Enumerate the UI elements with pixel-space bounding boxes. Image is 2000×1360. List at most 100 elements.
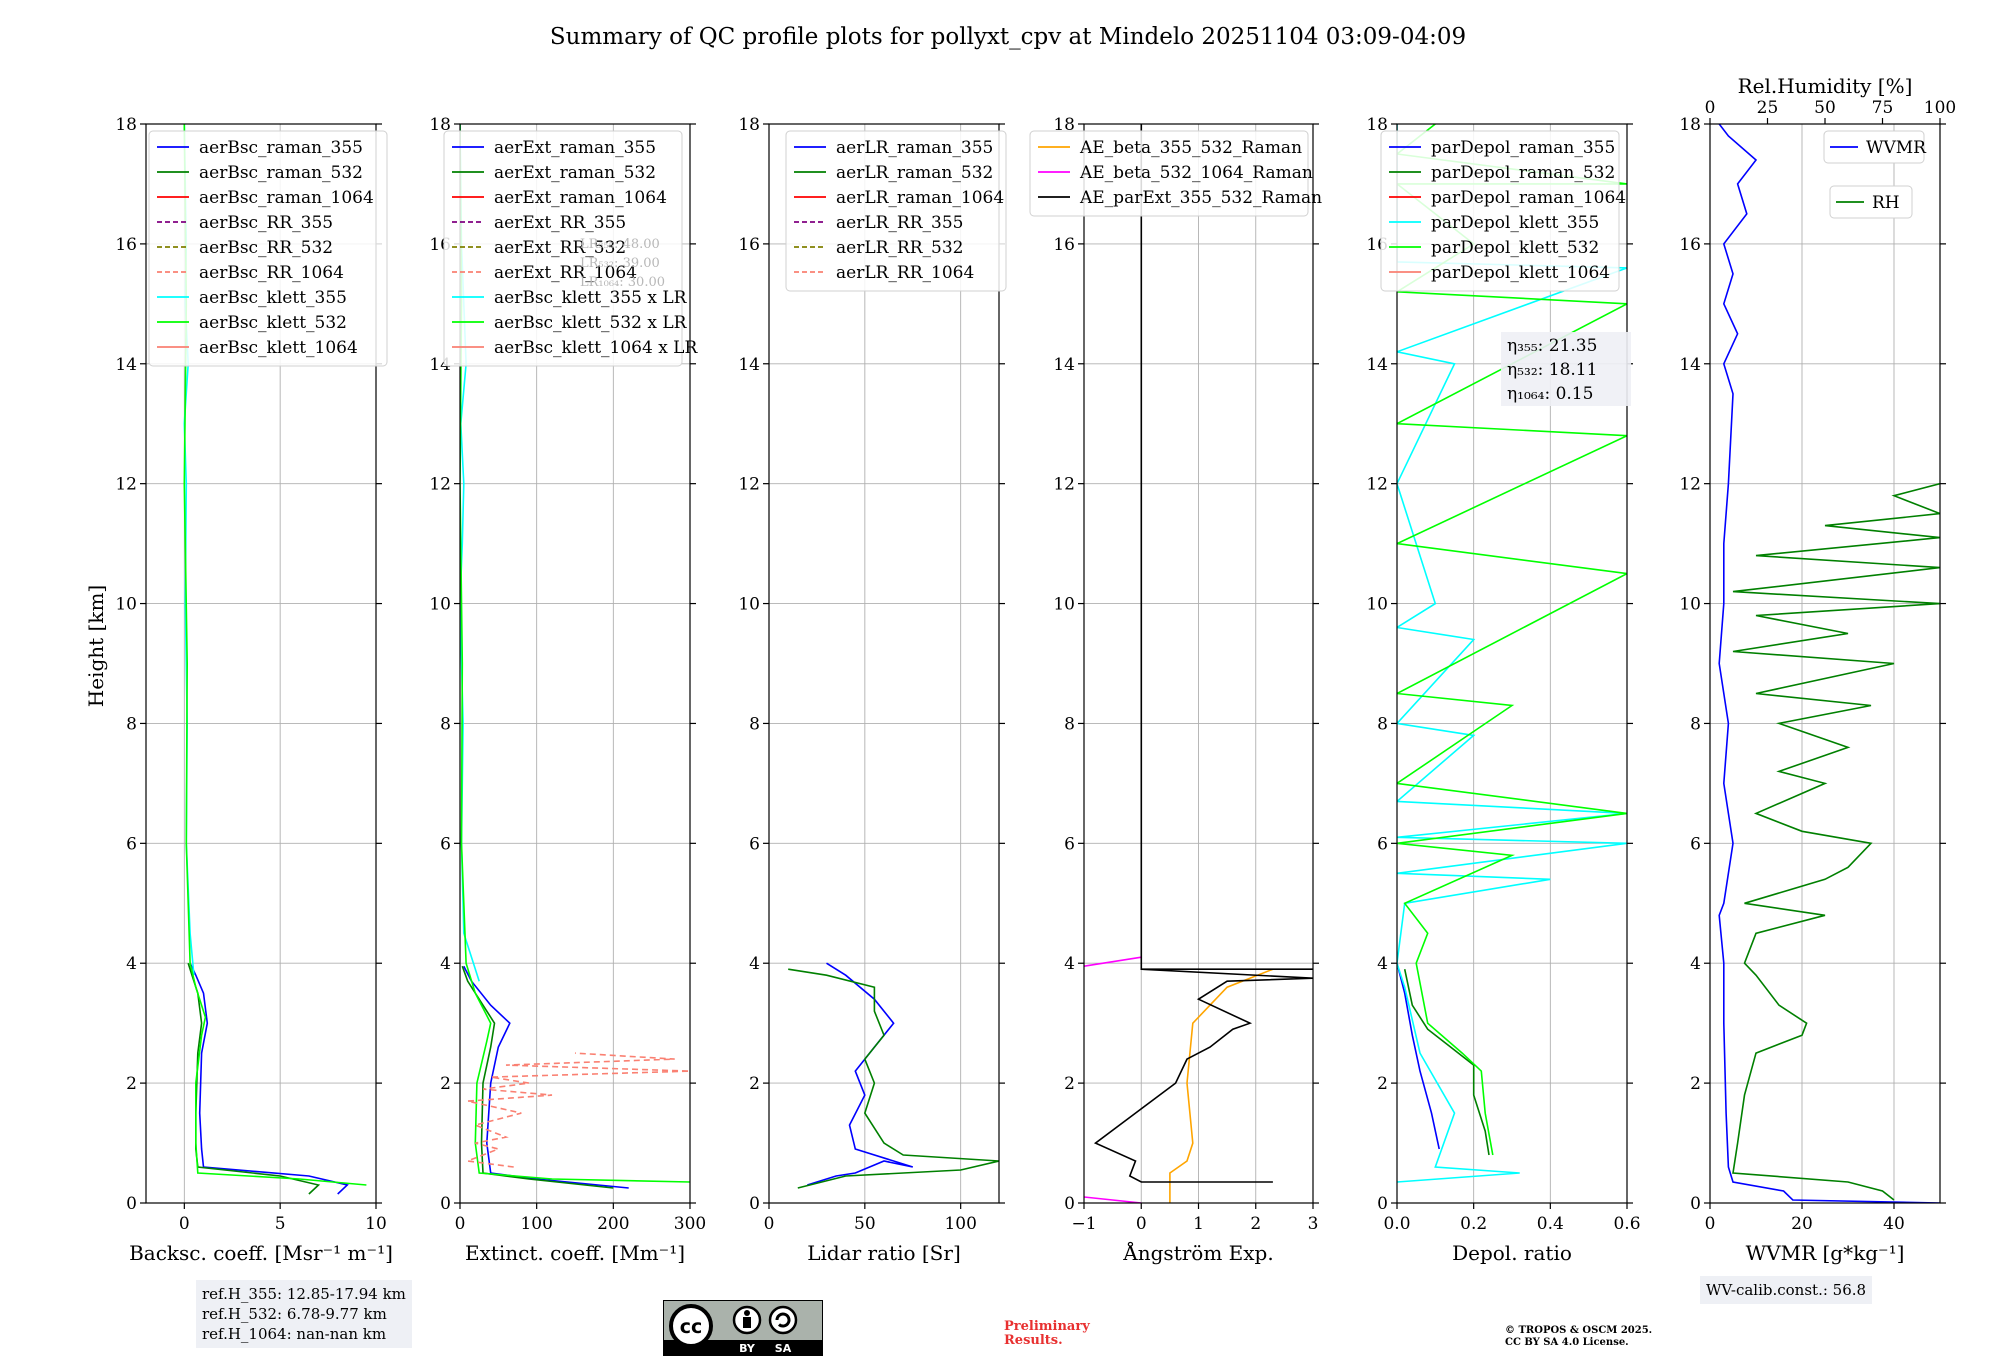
x-tick-label: −1 bbox=[1071, 1214, 1096, 1234]
legend-entry: aerBsc_klett_532 x LR bbox=[494, 313, 688, 333]
y-tick-label: 12 bbox=[1053, 475, 1075, 495]
y-tick-label: 14 bbox=[1366, 355, 1388, 375]
preliminary-line-1: Preliminary bbox=[1004, 1319, 1090, 1334]
legend-box bbox=[1380, 130, 1620, 292]
x-tick-label: 0 bbox=[764, 1214, 775, 1234]
legend-entry: parDepol_raman_355 bbox=[1431, 138, 1615, 158]
panel-bsc: 0 2 4 6 8 10 12 14 16 18 0 5 10 Backsc. coeff. [Msr⁻¹… bbox=[115, 115, 393, 1265]
series-parDepol_raman_355 bbox=[1397, 963, 1440, 1150]
series-AE_parExt_355_532_Raman bbox=[1093, 124, 1313, 1183]
eta-annotation: η₃₅₅: 21.35 bbox=[1507, 336, 1597, 356]
top-tick-label: 100 bbox=[1924, 98, 1956, 118]
y-tick-label: 6 bbox=[126, 834, 137, 854]
y-tick-label: 12 bbox=[115, 475, 137, 495]
top-tick-label: 25 bbox=[1757, 98, 1779, 118]
y-tick-label: 6 bbox=[1377, 834, 1388, 854]
y-tick-label: 0 bbox=[1064, 1194, 1075, 1214]
x-tick-label: 1 bbox=[1193, 1214, 1204, 1234]
series-aerExt_RR_1064 bbox=[467, 1052, 690, 1168]
series-group bbox=[1718, 124, 1940, 1203]
y-tick-label: 16 bbox=[1679, 235, 1701, 255]
y-tick-label: 0 bbox=[440, 1194, 451, 1214]
cc-by-sa-badge: cc BY SA bbox=[663, 1300, 823, 1356]
legend-box bbox=[1029, 130, 1309, 217]
y-tick-label: 16 bbox=[115, 235, 137, 255]
lidar-ratio-annotation: LR₅₃₂: 39.00 bbox=[580, 256, 660, 271]
y-tick-label: 10 bbox=[1053, 595, 1075, 615]
x-tick-label: 2 bbox=[1250, 1214, 1261, 1234]
panel-lr: 0 2 4 6 8 10 12 14 16 18 0 50 100 Lidar ratio [Sr] aer… bbox=[738, 115, 1007, 1265]
y-tick-label: 4 bbox=[440, 954, 451, 974]
y-tick-label: 8 bbox=[1064, 714, 1075, 734]
y-tick-label: 18 bbox=[738, 115, 760, 135]
y-tick-label: 14 bbox=[738, 355, 760, 375]
x-axis-label: Depol. ratio bbox=[1452, 1241, 1572, 1265]
x-tick-label: 300 bbox=[674, 1214, 706, 1234]
legend-entry: aerExt_raman_355 bbox=[494, 138, 656, 158]
x-tick-label: 50 bbox=[854, 1214, 876, 1234]
x-tick-label: 10 bbox=[365, 1214, 387, 1234]
legend-entry: aerLR_RR_355 bbox=[836, 213, 963, 233]
legend-entry: aerBsc_klett_1064 bbox=[199, 338, 358, 358]
y-tick-label: 10 bbox=[738, 595, 760, 615]
legend-box bbox=[1829, 185, 1913, 219]
x-axis-label: Ångström Exp. bbox=[1122, 1240, 1273, 1265]
x-tick-label: 20 bbox=[1791, 1214, 1813, 1234]
legend-entry: parDepol_klett_355 bbox=[1431, 213, 1599, 233]
series-aerBsc_klett_532 bbox=[183, 124, 367, 1186]
preliminary-notice: Preliminary Results. bbox=[1004, 1320, 1090, 1348]
x-tick-label: 100 bbox=[944, 1214, 976, 1234]
x-tick-label: 40 bbox=[1883, 1214, 1905, 1234]
x-tick-label: 100 bbox=[520, 1214, 552, 1234]
legend-entry: WVMR bbox=[1866, 138, 1927, 158]
legend-entry: aerBsc_RR_532 bbox=[199, 238, 333, 258]
x-axis-label: Backsc. coeff. [Msr⁻¹ m⁻¹] bbox=[129, 1241, 393, 1265]
preliminary-line-2: Results. bbox=[1004, 1333, 1063, 1348]
cc-logo-text: cc bbox=[680, 1316, 703, 1338]
copyright-line-1: © TROPOS & OSCM 2025. bbox=[1505, 1325, 1653, 1336]
legend-entry: AE_beta_532_1064_Raman bbox=[1079, 163, 1313, 183]
y-tick-label: 2 bbox=[749, 1074, 760, 1094]
eta-annotation: η₅₃₂: 18.11 bbox=[1507, 360, 1597, 380]
y-tick-label: 6 bbox=[1064, 834, 1075, 854]
x-tick-label: 0.0 bbox=[1383, 1214, 1410, 1234]
y-tick-label: 12 bbox=[738, 475, 760, 495]
y-tick-label: 4 bbox=[1377, 954, 1388, 974]
y-tick-label: 10 bbox=[1366, 595, 1388, 615]
axes-frame bbox=[1396, 123, 1628, 1204]
y-tick-label: 18 bbox=[115, 115, 137, 135]
legend-entry: aerLR_raman_355 bbox=[836, 138, 993, 158]
x-tick-label: 5 bbox=[275, 1214, 286, 1234]
legend-entry: RH bbox=[1872, 193, 1900, 213]
y-tick-label: 0 bbox=[1377, 1194, 1388, 1214]
x-tick-label: 0 bbox=[1136, 1214, 1147, 1234]
legend-entry: aerExt_raman_532 bbox=[494, 163, 656, 183]
legend-entry: aerBsc_raman_355 bbox=[199, 138, 363, 158]
y-tick-label: 12 bbox=[1679, 475, 1701, 495]
lidar-ratio-annotation: LR₃₅₅: 48.00 bbox=[580, 237, 660, 252]
x-tick-label: 0 bbox=[1705, 1214, 1716, 1234]
y-tick-label: 4 bbox=[1064, 954, 1075, 974]
series-AE_beta_355_532_Raman bbox=[1169, 968, 1274, 1203]
legend-entry: aerLR_RR_532 bbox=[836, 238, 963, 258]
series-group bbox=[1084, 124, 1313, 1203]
legend-entry: aerBsc_klett_532 bbox=[199, 313, 347, 333]
y-tick-label: 16 bbox=[1053, 235, 1075, 255]
x-axis-label: Lidar ratio [Sr] bbox=[807, 1241, 961, 1265]
y-tick-label: 18 bbox=[429, 115, 451, 135]
legend-entry: parDepol_klett_532 bbox=[1431, 238, 1599, 258]
y-tick-label: 8 bbox=[749, 714, 760, 734]
sa-share-icon bbox=[768, 1305, 798, 1335]
y-tick-label: 4 bbox=[749, 954, 760, 974]
legend-entry: aerBsc_RR_355 bbox=[199, 213, 333, 233]
wv-calibration-box: WV-calib.const.: 56.8 bbox=[1700, 1276, 1873, 1304]
x-axis-label: Extinct. coeff. [Mm⁻¹] bbox=[465, 1241, 685, 1265]
y-tick-label: 18 bbox=[1366, 115, 1388, 135]
legend-entry: aerExt_raman_1064 bbox=[494, 188, 667, 208]
x-tick-label: 0.6 bbox=[1613, 1214, 1640, 1234]
ref-height-355: ref.H_355: 12.85-17.94 km bbox=[202, 1285, 406, 1303]
y-tick-label: 10 bbox=[115, 595, 137, 615]
